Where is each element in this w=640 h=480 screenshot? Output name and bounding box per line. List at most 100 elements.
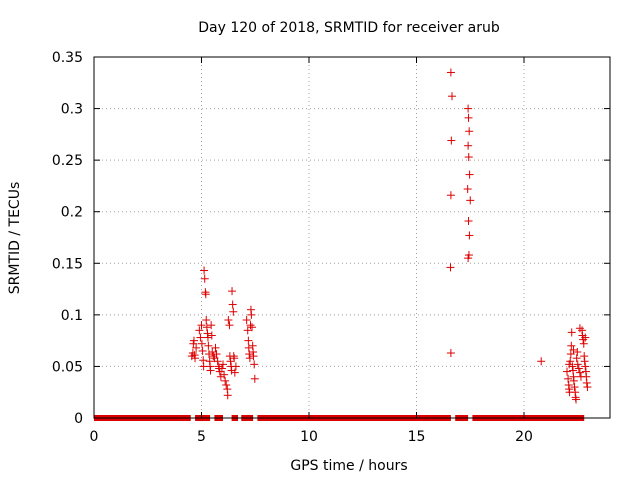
data-point [223, 391, 232, 400]
x-tick-label: 15 [408, 429, 426, 445]
data-point [202, 316, 211, 325]
data-point [200, 274, 209, 283]
grid-lines [94, 57, 610, 418]
y-tick-label: 0 [74, 411, 83, 427]
data-point [201, 290, 210, 299]
data-point [569, 345, 578, 354]
data-point [580, 357, 589, 366]
data-point [464, 216, 473, 225]
plot-frame [93, 56, 611, 419]
data-point [248, 323, 257, 332]
x-tick-label: 10 [300, 429, 318, 445]
data-point [229, 307, 238, 316]
data-point [228, 300, 237, 309]
data-point [220, 370, 229, 379]
data-point [464, 254, 473, 263]
data-point [464, 104, 473, 113]
data-point [465, 170, 474, 179]
data-point [231, 362, 240, 371]
data-point [197, 339, 206, 348]
data-point [446, 349, 455, 358]
data-point [209, 352, 218, 361]
y-tick-label: 0.3 [61, 102, 83, 118]
data-point [208, 347, 217, 356]
data-point [217, 364, 226, 373]
data-point [216, 372, 225, 381]
data-point [224, 316, 233, 325]
data-point [244, 336, 253, 345]
data-point [203, 333, 212, 342]
axis-ticks [93, 56, 610, 419]
data-point [466, 196, 475, 205]
data-point [243, 326, 252, 335]
y-tick-label: 0.35 [52, 50, 83, 66]
data-point [245, 354, 254, 363]
data-point [228, 287, 237, 296]
data-point [219, 360, 227, 369]
data-point [207, 321, 216, 330]
data-point [564, 374, 573, 383]
data-point [463, 185, 472, 194]
data-point [447, 136, 456, 145]
data-point [250, 374, 259, 383]
data-point [573, 347, 582, 356]
data-point [565, 360, 574, 369]
data-point [572, 395, 581, 404]
data-point [196, 333, 205, 342]
data-point [204, 341, 213, 350]
data-point [230, 354, 239, 363]
data-point [200, 266, 209, 275]
data-point [447, 92, 456, 101]
data-point [568, 362, 577, 371]
data-point [249, 352, 258, 361]
data-point [227, 366, 236, 375]
data-point [198, 346, 207, 355]
chart-title: Day 120 of 2018, SRMTID for receiver aru… [198, 20, 500, 36]
x-axis-label: GPS time / hours [290, 458, 407, 474]
y-tick-label: 0.05 [52, 359, 83, 375]
data-point [202, 323, 211, 332]
data-point [464, 153, 473, 162]
y-tick-label: 0.2 [61, 205, 83, 221]
data-point [190, 351, 199, 360]
data-point [579, 335, 588, 344]
data-point [567, 341, 576, 350]
data-point [566, 350, 575, 359]
data-point [225, 321, 234, 330]
data-point [579, 339, 588, 348]
x-tick-label: 20 [515, 429, 533, 445]
data-point [575, 324, 584, 333]
x-tick-label: 5 [197, 429, 206, 445]
data-point [242, 316, 251, 325]
y-tick-label: 0.1 [61, 308, 83, 324]
data-point [246, 321, 255, 330]
data-point [537, 357, 546, 366]
data-point [581, 362, 590, 371]
x-tick-label: 0 [90, 429, 99, 445]
y-tick-label: 0.15 [52, 256, 83, 272]
data-point [465, 231, 474, 240]
data-point [197, 321, 206, 330]
data-point [572, 354, 581, 363]
y-axis-label: SRMTID / TECUs [7, 182, 23, 295]
data-point [188, 349, 197, 358]
data-point [245, 350, 254, 359]
data-point [573, 360, 582, 369]
y-tick-label: 0.25 [52, 153, 83, 169]
data-point [211, 343, 220, 352]
data-point [212, 350, 221, 359]
data-point [213, 357, 222, 366]
data-point [575, 368, 584, 377]
data-point [230, 368, 239, 377]
data-point [464, 141, 473, 150]
data-point [250, 360, 259, 369]
data-point [247, 310, 256, 319]
data-point [567, 328, 576, 337]
data-point [583, 383, 592, 392]
data-point [206, 366, 215, 375]
data-point [582, 378, 591, 387]
tick-labels: 0 5 10 15 20 0 0.05 0.1 0.15 0.2 0.25 0.3 0.35 [52, 50, 533, 445]
data-point [446, 263, 455, 272]
